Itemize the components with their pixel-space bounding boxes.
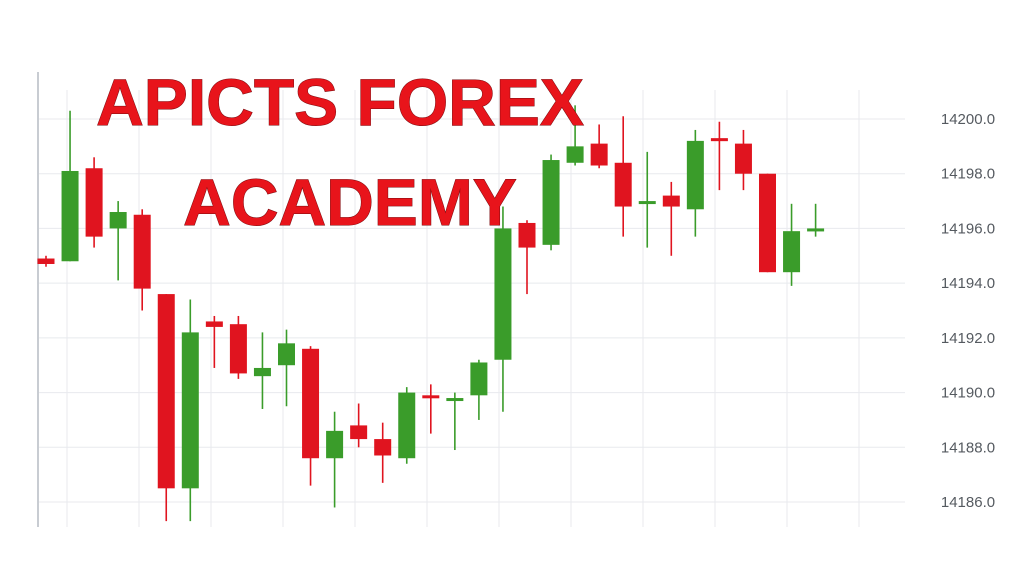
candle — [422, 384, 440, 434]
chart-title: APICTS FOREX ACADEMY — [96, 65, 585, 240]
candle-body-up — [542, 160, 560, 245]
candle-body-up — [109, 212, 127, 229]
title-line-2: ACADEMY — [183, 165, 517, 239]
candle — [566, 105, 584, 166]
candle — [590, 124, 608, 169]
candle-body-down — [374, 439, 392, 456]
candle — [542, 154, 560, 251]
candle — [109, 201, 127, 281]
candle — [807, 203, 825, 237]
candle-body-up — [494, 228, 512, 360]
candle-body-up — [638, 201, 656, 205]
y-tick-label: 14198.0 — [941, 166, 995, 183]
candle — [61, 110, 79, 262]
y-tick-label: 14188.0 — [941, 439, 995, 456]
candle-body-down — [614, 162, 632, 207]
candle-body-up — [326, 430, 344, 459]
candle-body-up — [398, 392, 416, 459]
candle-body-down — [518, 222, 536, 248]
candle — [494, 206, 512, 412]
candle-body-up — [278, 343, 295, 366]
y-tick-label: 14196.0 — [941, 220, 995, 237]
y-tick-label: 14194.0 — [941, 275, 995, 292]
candle — [734, 129, 752, 191]
candle-body-down — [662, 195, 680, 207]
candle-body-down — [350, 425, 368, 440]
candle-body-up — [470, 362, 488, 396]
candle-body-up — [61, 170, 79, 262]
candle-body-up — [446, 398, 464, 402]
candle — [181, 299, 199, 522]
candle — [662, 181, 680, 256]
candle — [229, 315, 247, 379]
candle — [350, 403, 368, 448]
candle-body-up — [686, 140, 704, 210]
candle-body-down — [734, 143, 752, 174]
candle-body-down — [205, 321, 223, 327]
candle-body-down — [590, 143, 608, 166]
candles — [37, 105, 825, 522]
candle-body-down — [759, 173, 776, 273]
candle — [638, 151, 656, 248]
candle — [470, 359, 488, 420]
candle-body-down — [133, 214, 151, 289]
candle-body-down — [85, 168, 103, 237]
candle-body-up — [566, 146, 584, 163]
candle — [253, 332, 271, 409]
title-line-1: APICTS FOREX — [96, 65, 584, 139]
candle-body-down — [37, 258, 55, 264]
candle — [446, 392, 464, 451]
candle-body-down — [302, 348, 320, 459]
candle-body-up — [181, 332, 199, 489]
candle — [783, 203, 801, 286]
chart-grid — [38, 90, 905, 527]
candle-body-up — [253, 367, 271, 377]
y-tick-label: 14190.0 — [941, 385, 995, 402]
candle-body-down — [710, 138, 728, 142]
candle — [326, 411, 344, 508]
candle-body-up — [807, 228, 825, 232]
candle-body-down — [229, 324, 247, 374]
candle — [302, 346, 320, 486]
candle — [518, 220, 536, 295]
candle-body-down — [157, 294, 175, 489]
candle — [37, 255, 55, 267]
y-tick-label: 14192.0 — [941, 330, 995, 347]
candle — [278, 329, 295, 407]
candle — [710, 121, 728, 191]
candle — [133, 209, 151, 311]
candle-body-down — [422, 395, 440, 399]
y-tick-label: 14200.0 — [941, 111, 995, 128]
candle — [398, 387, 416, 464]
candle — [157, 294, 175, 522]
candle — [686, 129, 704, 237]
candle — [759, 173, 776, 273]
candle — [374, 422, 392, 483]
y-axis: 14186.0 14188.0 14190.0 14192.0 14194.0 14196… — [37, 72, 995, 527]
candle-body-up — [783, 231, 801, 273]
y-tick-label: 14186.0 — [941, 494, 995, 511]
candle — [85, 157, 103, 248]
candle — [205, 315, 223, 368]
candle — [614, 116, 632, 237]
